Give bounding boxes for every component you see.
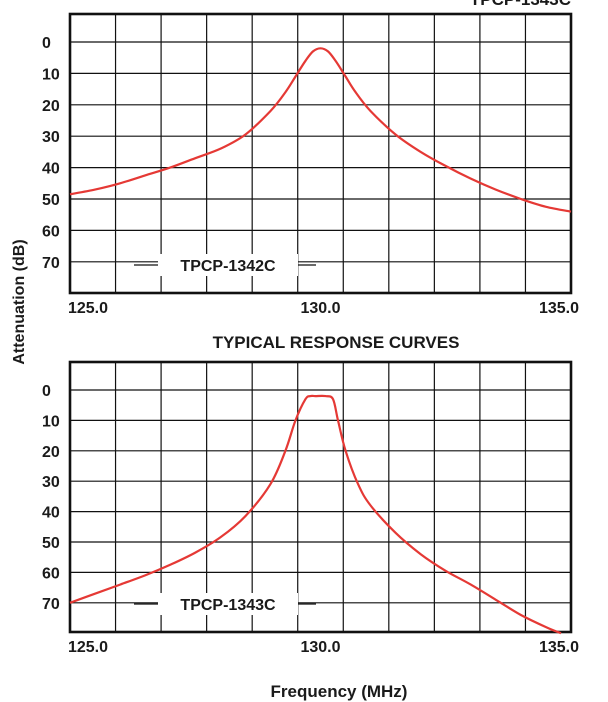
response-curve [69,394,562,635]
y-tick-label: 0 [42,383,51,400]
curve-label: TPCP-1343C [180,597,276,614]
y-tick-label: 10 [42,66,60,83]
y-tick-label: 40 [42,505,60,522]
curve-label: TPCP-1342C [180,258,276,275]
plot-frame [68,360,573,634]
y-tick-label: 10 [42,413,60,430]
y-tick-label: 50 [42,192,60,209]
x-tick-label: 130.0 [300,639,340,656]
x-tick-label: 135.0 [539,300,579,317]
chart-tpcp-1343c: 0 10 20 30 40 50 60 70 125.0 130.0 135.0 TPCP-1343C [42,360,579,656]
label-background [158,593,298,615]
x-tick-label: 135.0 [539,639,579,656]
chart-title: TPCP-1343C [470,0,571,9]
x-tick-label: 125.0 [68,639,108,656]
x-axis-label: Frequency (MHz) [271,682,408,701]
y-tick-label: 50 [42,535,60,552]
plot-frame [68,12,573,295]
chart-tpcp-1342c: 0 10 20 30 40 50 60 70 125.0 130.0 135.0 TPCP-1342C [42,12,579,317]
middle-title: TYPICAL RESPONSE CURVES [213,333,460,352]
y-tick-label: 70 [42,255,60,272]
y-tick-label: 60 [42,223,60,240]
y-tick-label: 20 [42,444,60,461]
y-tick-label: 30 [42,129,60,146]
label-background [158,254,298,276]
y-tick-label: 40 [42,161,60,178]
x-tick-label: 125.0 [68,300,108,317]
y-tick-label: 30 [42,474,60,491]
y-tick-label: 20 [42,98,60,115]
response-curve [69,47,572,213]
y-tick-label: 0 [42,35,51,52]
y-axis-label: Attenuation (dB) [11,239,28,364]
x-tick-label: 130.0 [300,300,340,317]
y-tick-label: 70 [42,596,60,613]
y-tick-label: 60 [42,565,60,582]
plot-area [70,362,571,632]
plot-area [70,14,571,293]
